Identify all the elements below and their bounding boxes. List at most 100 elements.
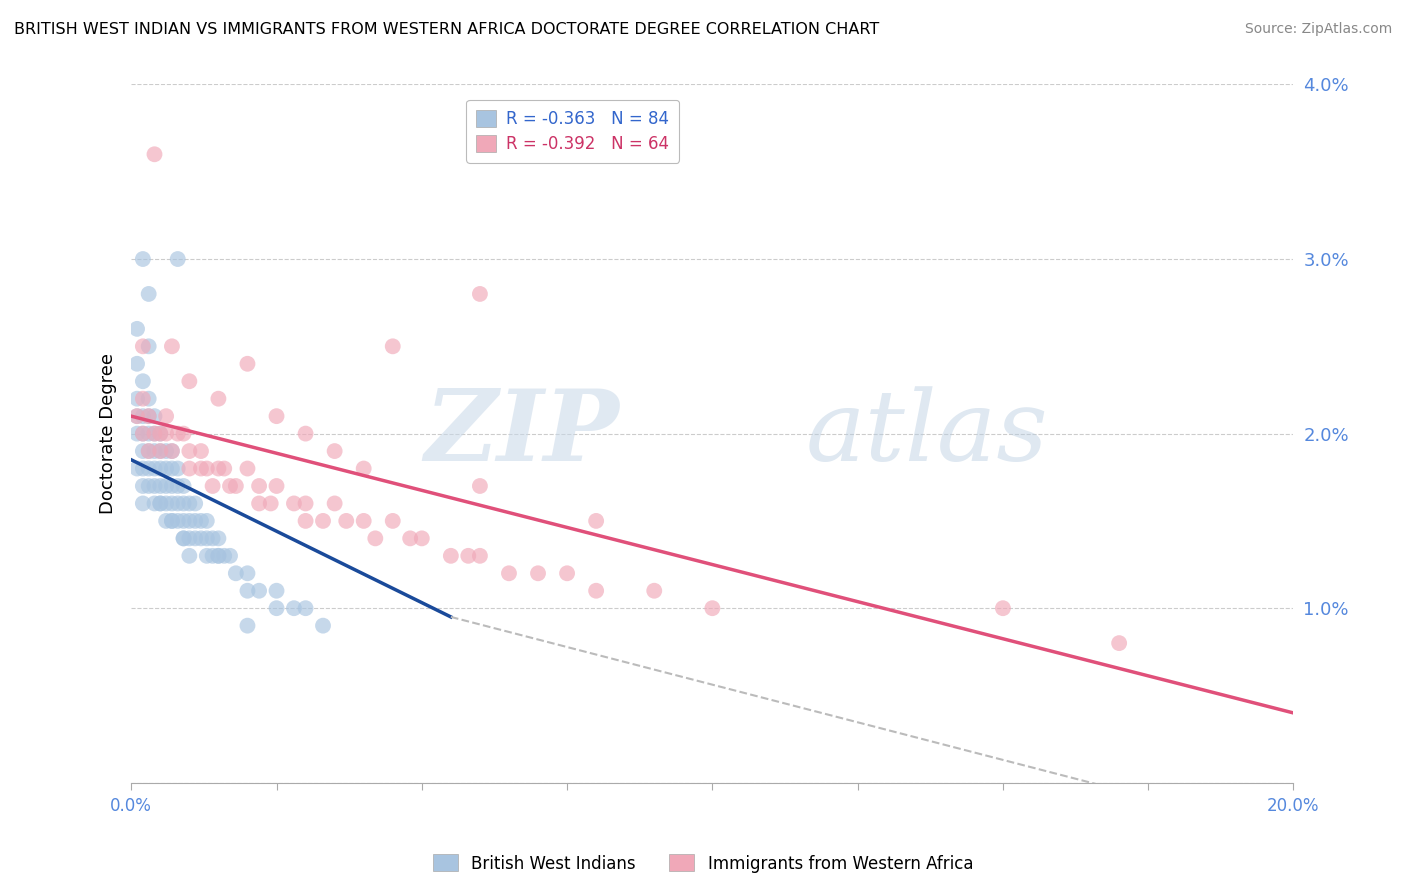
- Point: [138, 409, 160, 424]
- Point: [173, 514, 195, 528]
- Point: [138, 444, 160, 458]
- Point: [353, 461, 375, 475]
- Point: [283, 496, 305, 510]
- Point: [132, 252, 155, 266]
- Point: [294, 426, 316, 441]
- Point: [294, 514, 316, 528]
- Point: [195, 514, 218, 528]
- Point: [399, 532, 422, 546]
- Point: [179, 461, 201, 475]
- Point: [207, 392, 229, 406]
- Point: [179, 496, 201, 510]
- Point: [207, 549, 229, 563]
- Point: [323, 444, 346, 458]
- Point: [247, 479, 270, 493]
- Point: [155, 409, 177, 424]
- Point: [440, 549, 463, 563]
- Point: [132, 444, 155, 458]
- Point: [468, 287, 491, 301]
- Point: [155, 496, 177, 510]
- Point: [294, 496, 316, 510]
- Point: [132, 426, 155, 441]
- Point: [585, 583, 607, 598]
- Point: [125, 409, 148, 424]
- Point: [138, 392, 160, 406]
- Point: [207, 549, 229, 563]
- Point: [160, 514, 183, 528]
- Point: [527, 566, 550, 581]
- Point: [236, 618, 259, 632]
- Point: [179, 444, 201, 458]
- Point: [179, 514, 201, 528]
- Point: [184, 532, 207, 546]
- Point: [155, 461, 177, 475]
- Y-axis label: Doctorate Degree: Doctorate Degree: [100, 353, 117, 514]
- Point: [283, 601, 305, 615]
- Text: BRITISH WEST INDIAN VS IMMIGRANTS FROM WESTERN AFRICA DOCTORATE DEGREE CORRELATI: BRITISH WEST INDIAN VS IMMIGRANTS FROM W…: [14, 22, 879, 37]
- Point: [219, 479, 242, 493]
- Point: [166, 426, 188, 441]
- Point: [143, 426, 166, 441]
- Point: [173, 532, 195, 546]
- Point: [149, 444, 172, 458]
- Point: [138, 426, 160, 441]
- Point: [138, 479, 160, 493]
- Point: [160, 479, 183, 493]
- Point: [457, 549, 479, 563]
- Point: [160, 496, 183, 510]
- Point: [190, 532, 212, 546]
- Point: [125, 322, 148, 336]
- Point: [195, 461, 218, 475]
- Point: [190, 444, 212, 458]
- Point: [364, 532, 387, 546]
- Point: [149, 426, 172, 441]
- Point: [312, 514, 335, 528]
- Point: [1108, 636, 1130, 650]
- Point: [166, 479, 188, 493]
- Text: 20.0%: 20.0%: [1267, 797, 1320, 814]
- Point: [184, 514, 207, 528]
- Point: [160, 514, 183, 528]
- Point: [702, 601, 724, 615]
- Point: [138, 444, 160, 458]
- Point: [179, 532, 201, 546]
- Text: 0.0%: 0.0%: [110, 797, 152, 814]
- Point: [160, 444, 183, 458]
- Point: [266, 409, 288, 424]
- Point: [166, 252, 188, 266]
- Point: [160, 461, 183, 475]
- Point: [149, 444, 172, 458]
- Point: [266, 479, 288, 493]
- Point: [225, 566, 247, 581]
- Point: [155, 444, 177, 458]
- Point: [247, 583, 270, 598]
- Point: [143, 147, 166, 161]
- Point: [155, 514, 177, 528]
- Point: [125, 409, 148, 424]
- Legend: R = -0.363   N = 84, R = -0.392   N = 64: R = -0.363 N = 84, R = -0.392 N = 64: [467, 100, 679, 162]
- Point: [184, 496, 207, 510]
- Point: [149, 426, 172, 441]
- Point: [201, 479, 224, 493]
- Point: [991, 601, 1014, 615]
- Point: [166, 496, 188, 510]
- Point: [132, 409, 155, 424]
- Point: [207, 461, 229, 475]
- Point: [132, 496, 155, 510]
- Point: [190, 461, 212, 475]
- Point: [138, 461, 160, 475]
- Point: [312, 618, 335, 632]
- Point: [143, 479, 166, 493]
- Text: ZIP: ZIP: [425, 385, 620, 482]
- Point: [132, 339, 155, 353]
- Point: [149, 496, 172, 510]
- Point: [381, 514, 404, 528]
- Point: [138, 287, 160, 301]
- Point: [179, 549, 201, 563]
- Point: [468, 549, 491, 563]
- Point: [266, 601, 288, 615]
- Point: [225, 479, 247, 493]
- Point: [207, 532, 229, 546]
- Point: [173, 426, 195, 441]
- Point: [149, 496, 172, 510]
